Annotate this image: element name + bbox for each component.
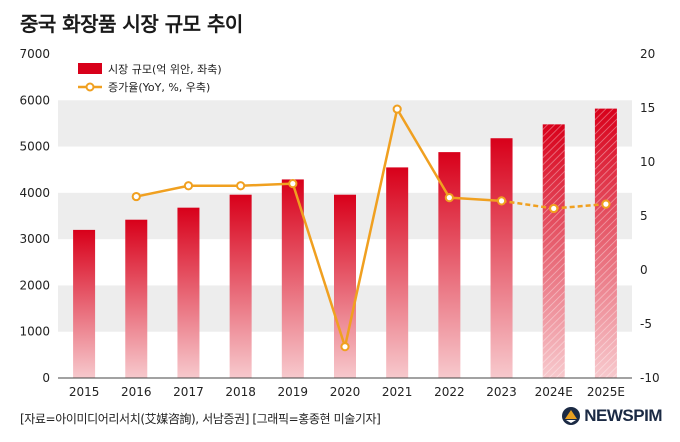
line-segment [396,108,451,199]
axes: 0 1000 2000 3000 4000 5000 6000 7000 -10 -5 0 5 10 15… [19,47,659,399]
y-right-tick-label: 0 [640,263,648,277]
line-segment [553,202,607,210]
bar-hatch-2024E [542,124,565,379]
x-tick-label: 2023 [486,385,517,399]
line-point-2020 [340,342,350,352]
x-tick-label: 2025E [587,385,625,399]
line-point-2025E [601,199,611,209]
y-right-tick-label: -10 [640,371,660,385]
y-left-tick-label: 4000 [19,186,50,200]
x-tick-label: 2021 [382,385,413,399]
line-series [131,104,611,352]
x-tick-label: 2020 [330,385,361,399]
line-point-2017 [183,181,194,191]
legend-swatch-bar [78,63,102,74]
brand-logo: NEWSPIM [561,406,662,426]
y-left-tick-label: 1000 [19,325,50,339]
y-right-tick-label: 15 [640,101,655,115]
bar-2015 [73,229,96,378]
legend-label-bar: 시장 규모(억 위안, 좌축) [108,63,222,76]
line-segment [501,199,554,210]
legend: 시장 규모(억 위안, 좌축) 증가율(YoY, %, 우축) [78,63,222,94]
y-right-tick-label: -5 [640,317,652,331]
legend-swatch-marker [85,82,95,92]
y-left-tick-label: 6000 [19,93,50,107]
line-segment [136,184,189,198]
newspim-logo-icon [562,407,581,425]
line-segment [291,183,347,348]
bar-2016 [125,219,148,378]
line-point-2019 [288,179,298,189]
chart-title: 중국 화장품 시장 규모 추이 [20,12,243,36]
bar-2017 [177,207,200,378]
brand-name: NEWSPIM [584,406,662,425]
line-point-2024E [549,203,559,214]
x-tick-label: 2015 [69,385,100,399]
line-point-2023 [496,196,507,206]
line-segment [449,196,502,203]
x-tick-label: 2019 [278,385,309,399]
line-point-2022 [444,193,454,203]
line-point-2021 [392,104,402,114]
bar-2019 [281,179,304,378]
bar-2023 [490,138,513,378]
bar-hatch-2025E [594,108,617,379]
x-tick-label: 2017 [173,385,204,399]
y-right-tick-label: 5 [640,209,648,223]
bar-2022 [438,152,461,378]
legend-label-line: 증가율(YoY, %, 우축) [108,81,210,94]
y-left-tick-label: 0 [42,371,50,385]
x-tick-label: 2016 [121,385,152,399]
y-left-tick-label: 2000 [19,278,50,292]
line-point-2016 [131,191,141,202]
line-segment [240,182,293,188]
line-point-2018 [236,181,246,191]
source-note: [자료=아이미디어리서치(艾媒咨詢), 서남증권] [그래픽=홍종현 미술기자] [20,412,381,426]
grid-band [58,100,632,147]
line-segment [343,108,399,347]
y-left-tick-label: 3000 [19,232,50,246]
bar-2021 [386,167,409,378]
bar-series [73,108,617,379]
y-right-tick-label: 10 [640,155,655,169]
bar-2018 [229,194,252,378]
y-right-tick-label: 20 [640,47,655,61]
x-tick-label: 2024E [535,385,573,399]
y-left-tick-label: 5000 [19,140,50,154]
x-tick-label: 2018 [225,385,256,399]
x-tick-label: 2022 [434,385,465,399]
y-left-tick-label: 7000 [19,47,50,61]
